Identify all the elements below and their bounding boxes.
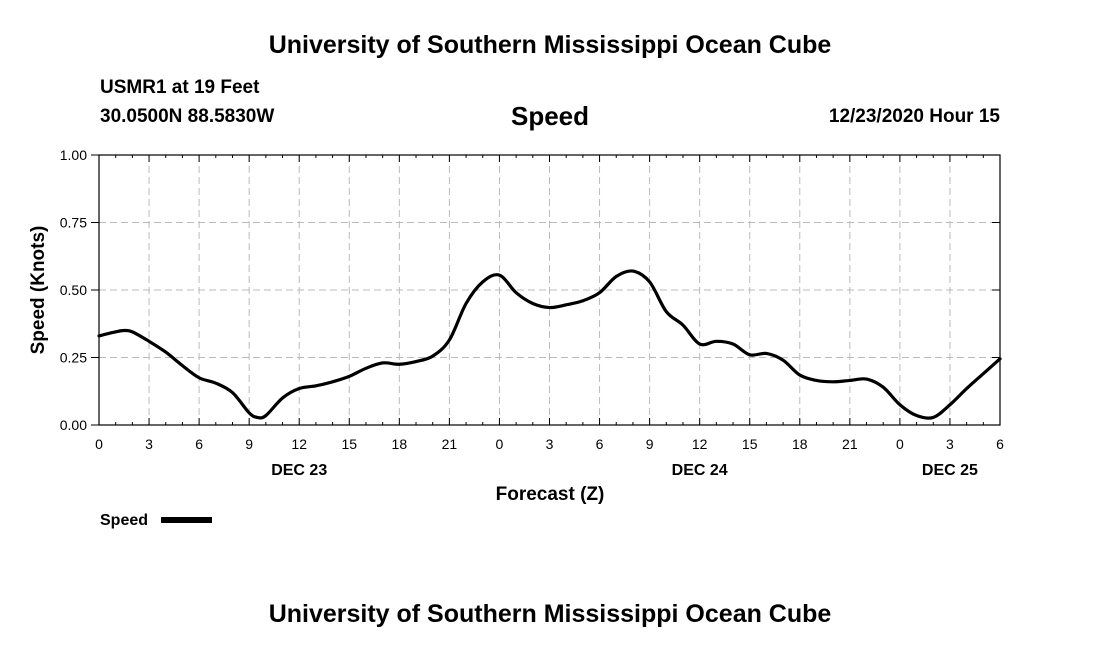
x-tick-label: 3 xyxy=(946,436,954,452)
x-tick-label: 0 xyxy=(896,436,904,452)
x-tick-label: 15 xyxy=(742,436,758,452)
x-tick-label: 12 xyxy=(291,436,307,452)
y-axis-label: Speed (Knots) xyxy=(28,226,49,355)
y-tick-label: 0.75 xyxy=(60,215,87,231)
speed-series-line xyxy=(97,269,1002,420)
station-coordinates: 30.0500N 88.5830W xyxy=(100,106,275,127)
speed-chart: 0 3 6 9 12 15 18 21 0 3 6 9 12 15 18 21 0 3 6 0.00 0.25 0.50 0… xyxy=(28,147,1004,529)
x-tick-label: 3 xyxy=(546,436,554,452)
legend-label: Speed xyxy=(100,512,148,529)
x-tick-label: 21 xyxy=(442,436,458,452)
y-tick-label: 1.00 xyxy=(60,147,87,163)
x-tick-label: 6 xyxy=(596,436,604,452)
date-label: DEC 24 xyxy=(672,462,728,479)
chart-title: Speed xyxy=(510,101,590,131)
x-tick-label: 18 xyxy=(792,436,808,452)
series-layer xyxy=(97,269,1002,420)
y-tick-label: 0.00 xyxy=(60,417,87,433)
date-label: DEC 23 xyxy=(271,462,327,479)
page-title: University of Southern Mississippi Ocean… xyxy=(268,31,832,59)
x-axis-label: Forecast (Z) xyxy=(496,484,605,505)
station-label: USMR1 at 19 Feet xyxy=(100,77,260,98)
forecast-timestamp: 12/23/2020 Hour 15 xyxy=(828,106,1000,127)
y-tick-label: 0.25 xyxy=(60,350,87,366)
footer-title: University of Southern Mississippi Ocean… xyxy=(268,600,832,628)
x-tick-label: 0 xyxy=(95,436,103,452)
x-tick-label: 0 xyxy=(496,436,504,452)
plot-frame xyxy=(98,154,1001,426)
x-tick-label: 9 xyxy=(646,436,654,452)
grid xyxy=(99,155,1000,425)
x-tick-label: 21 xyxy=(842,436,858,452)
x-tick-label: 3 xyxy=(145,436,153,452)
x-tick-label: 6 xyxy=(996,436,1004,452)
x-tick-label: 15 xyxy=(341,436,357,452)
x-tick-label: 12 xyxy=(692,436,708,452)
date-label: DEC 25 xyxy=(922,462,978,479)
x-tick-label: 18 xyxy=(392,436,408,452)
y-tick-label: 0.50 xyxy=(60,282,87,298)
axis-ticks: 0 3 6 9 12 15 18 21 0 3 6 9 12 15 18 21 0 3 6 0.00 0.25 0.50 0… xyxy=(60,147,1004,479)
x-tick-label: 6 xyxy=(195,436,203,452)
x-tick-label: 9 xyxy=(245,436,253,452)
